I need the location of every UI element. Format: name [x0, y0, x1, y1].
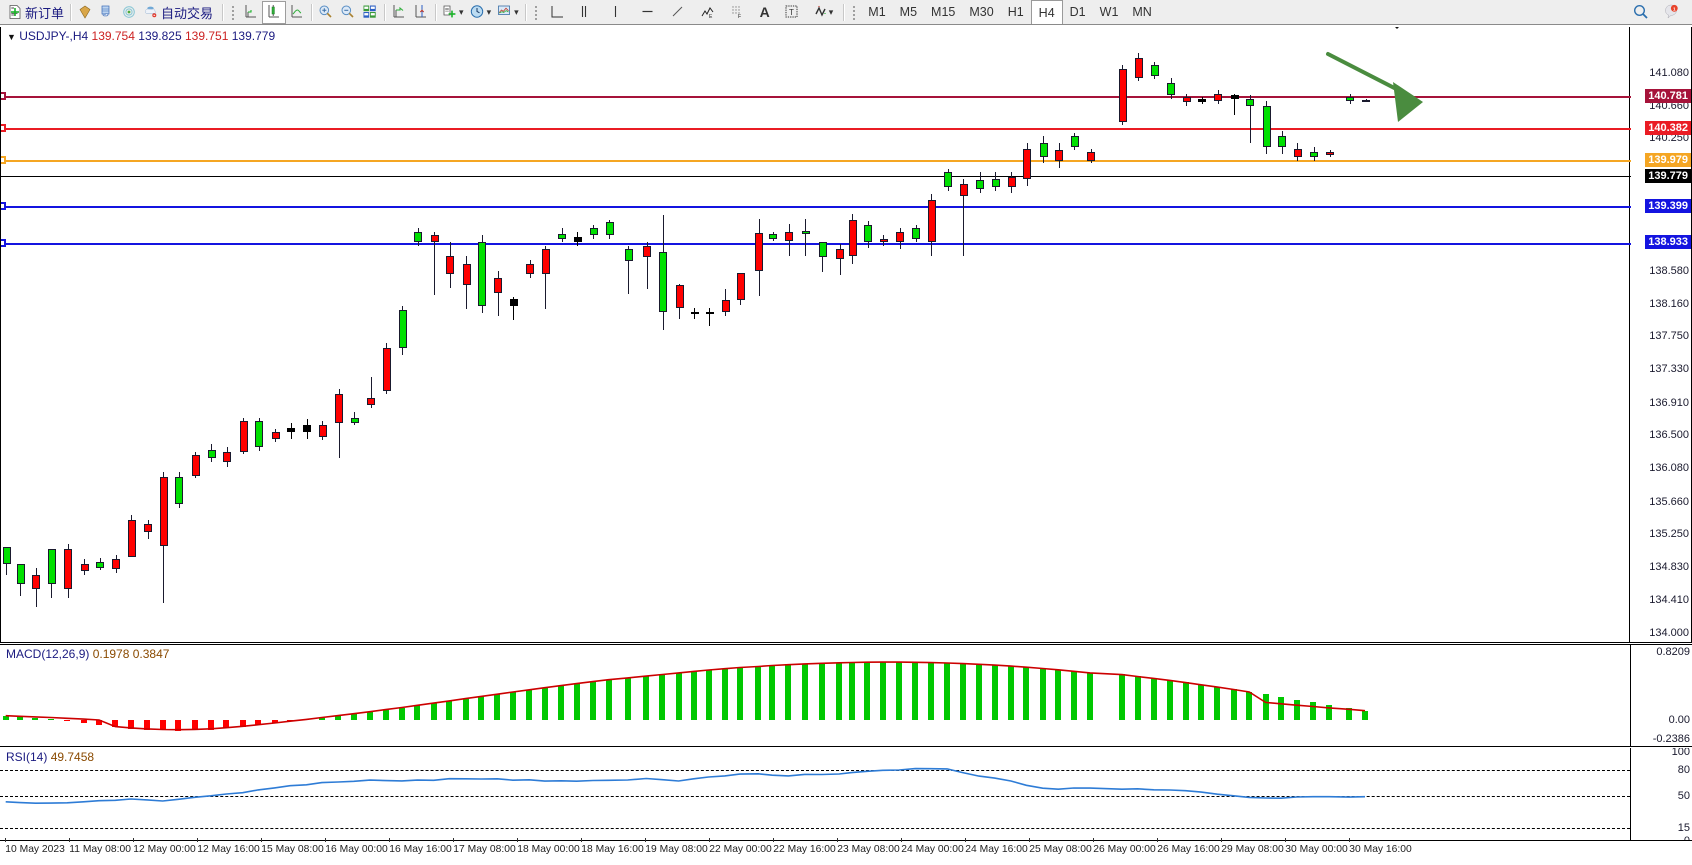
svg-text:T: T — [789, 8, 794, 17]
svg-text:1: 1 — [1673, 6, 1676, 11]
svg-text:E: E — [709, 14, 713, 20]
svg-text:F: F — [738, 14, 741, 20]
